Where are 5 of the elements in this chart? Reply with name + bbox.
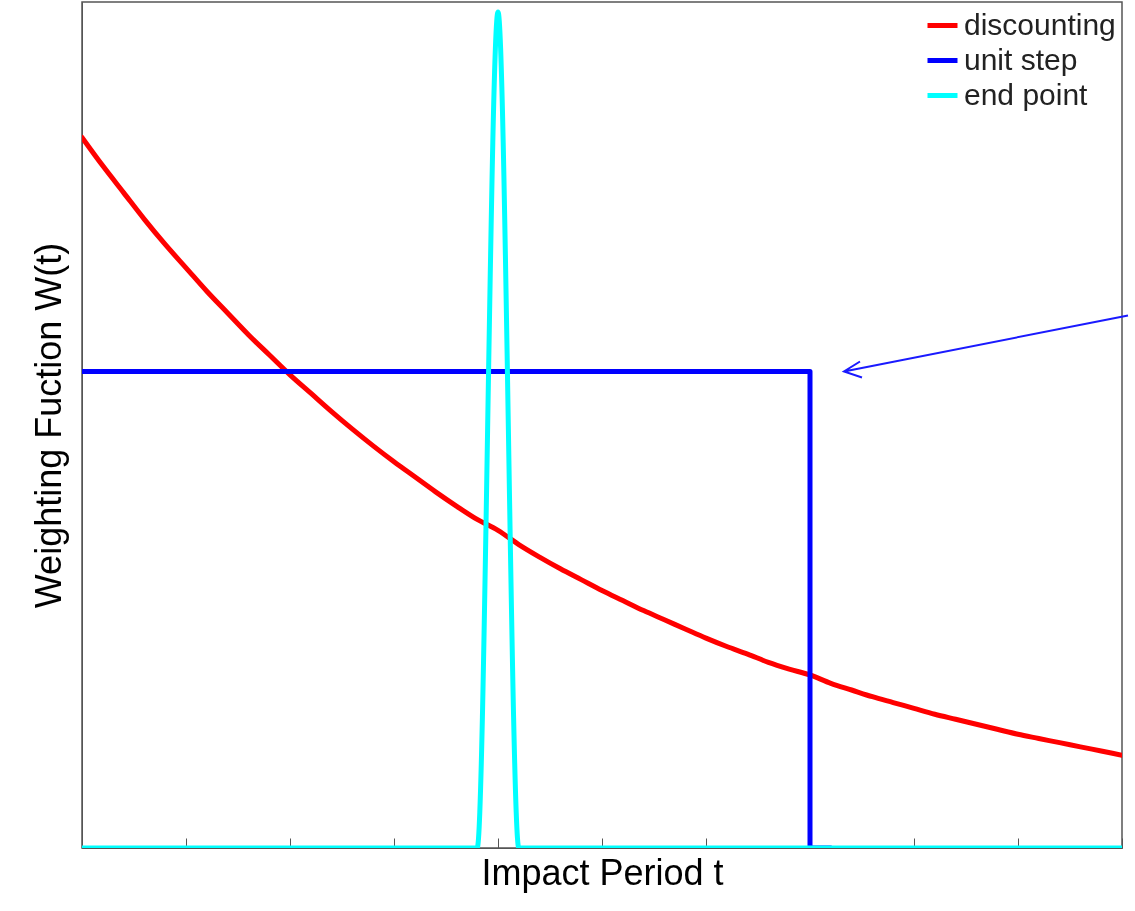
x-axis-title: Impact Period t	[481, 852, 724, 893]
legend-label: end point	[964, 77, 1089, 111]
legend-label: unit step	[964, 42, 1078, 76]
legend-label: discounting	[964, 7, 1116, 41]
y-axis-title: Weighting Fuction W(t)	[27, 242, 69, 609]
